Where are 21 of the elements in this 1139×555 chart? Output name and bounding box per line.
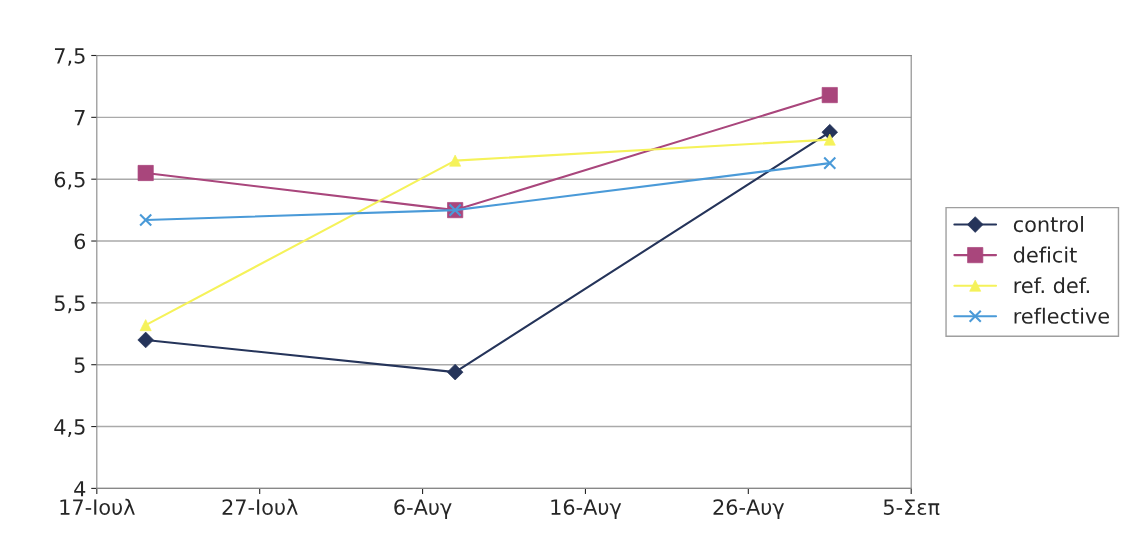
legend-label: reflective: [1014, 307, 1110, 324]
y-tick-label: 5: [74, 357, 85, 373]
point: [139, 213, 153, 227]
point: [137, 165, 154, 181]
y-tick-label: 7: [74, 110, 85, 126]
legend-label: deficit: [1013, 246, 1077, 263]
y-tick-label: 6: [74, 233, 86, 250]
y-tick-label: 4,5: [54, 419, 85, 437]
y-tick-label: 6,5: [54, 171, 85, 190]
x-tick-label: 16-Αυγ: [551, 499, 622, 519]
y-tick-label: 7,5: [54, 48, 85, 66]
legend-label: ref. def.: [1014, 277, 1089, 294]
x-tick-label: 5-Σεπ: [883, 499, 940, 516]
y-tick-label: 4: [74, 481, 86, 497]
x-tick-label: 27-Ιουλ: [222, 498, 298, 515]
x-tick-label: 6-Αυγ: [394, 499, 452, 519]
point: [823, 156, 837, 170]
x-tick-label: 26-Αυγ: [713, 499, 785, 519]
y-tick-label: 5,5: [54, 295, 85, 314]
legend-label: control: [1013, 216, 1083, 233]
x-tick-label: 17-Ιουλ: [60, 498, 135, 515]
